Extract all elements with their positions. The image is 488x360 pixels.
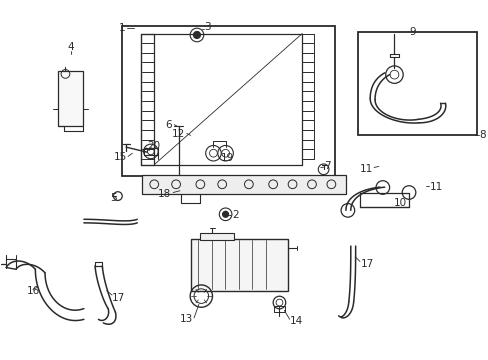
- Text: 17: 17: [360, 259, 373, 269]
- Text: 9: 9: [409, 27, 415, 37]
- Circle shape: [193, 32, 200, 39]
- Bar: [190, 239, 287, 291]
- Text: 14: 14: [289, 316, 303, 326]
- Text: 5: 5: [110, 193, 117, 203]
- Text: 11: 11: [428, 182, 442, 192]
- Bar: [58, 71, 83, 126]
- Text: 7: 7: [324, 161, 330, 171]
- Text: 18: 18: [158, 189, 171, 199]
- Text: 16: 16: [26, 286, 40, 296]
- Text: 8: 8: [478, 130, 485, 140]
- Text: 15: 15: [113, 152, 126, 162]
- Text: 17: 17: [112, 293, 125, 303]
- Bar: [273, 306, 285, 312]
- Bar: [122, 26, 335, 176]
- Text: 6: 6: [165, 120, 172, 130]
- Text: 20: 20: [147, 141, 160, 151]
- Text: 11: 11: [359, 163, 372, 174]
- Text: 19: 19: [220, 153, 233, 163]
- Text: 4: 4: [67, 42, 74, 52]
- Bar: [200, 233, 234, 240]
- Text: 13: 13: [180, 314, 193, 324]
- Text: 1: 1: [119, 23, 125, 33]
- Bar: [142, 175, 345, 194]
- Text: 10: 10: [393, 198, 406, 208]
- Text: 3: 3: [204, 22, 210, 32]
- Circle shape: [222, 211, 228, 217]
- Bar: [357, 32, 476, 135]
- Text: 2: 2: [232, 210, 239, 220]
- Text: 12: 12: [171, 129, 184, 139]
